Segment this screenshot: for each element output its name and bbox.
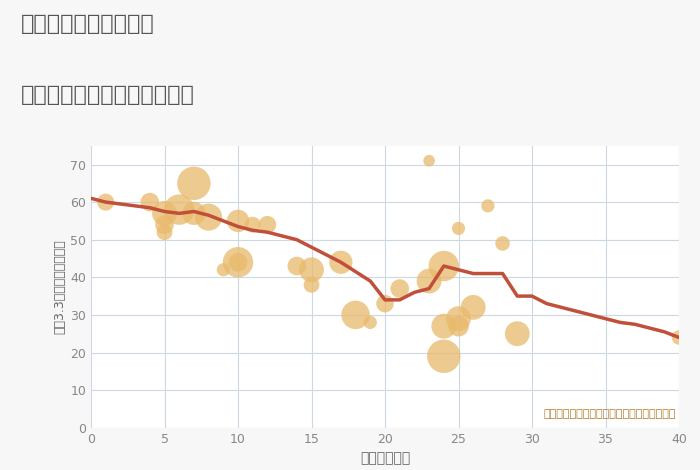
- Point: [424, 277, 435, 285]
- Point: [350, 311, 361, 319]
- Point: [262, 221, 273, 228]
- Point: [379, 300, 391, 307]
- Point: [438, 352, 449, 360]
- Point: [188, 180, 199, 187]
- Point: [203, 213, 214, 221]
- Point: [188, 210, 199, 217]
- Point: [247, 221, 258, 228]
- Point: [174, 206, 185, 213]
- Text: 愛知県常滑市西阿野の: 愛知県常滑市西阿野の: [21, 14, 155, 34]
- Point: [453, 315, 464, 322]
- Point: [335, 258, 346, 266]
- Point: [232, 258, 244, 266]
- Y-axis label: 平（3.3㎡）単価（万円）: 平（3.3㎡）単価（万円）: [53, 239, 66, 334]
- Point: [482, 202, 493, 210]
- Point: [438, 262, 449, 270]
- Point: [306, 266, 317, 274]
- Point: [468, 304, 479, 311]
- Point: [218, 266, 229, 274]
- Point: [144, 198, 155, 206]
- Point: [159, 210, 170, 217]
- Point: [365, 319, 376, 326]
- Point: [232, 258, 244, 266]
- Point: [306, 281, 317, 289]
- Point: [438, 322, 449, 330]
- Point: [424, 157, 435, 164]
- Text: 円の大きさは、取引のあった物件面積を示す: 円の大きさは、取引のあった物件面積を示す: [544, 409, 676, 419]
- Point: [232, 217, 244, 225]
- Text: 築年数別中古マンション価格: 築年数別中古マンション価格: [21, 85, 195, 105]
- Point: [159, 228, 170, 236]
- Point: [497, 240, 508, 247]
- Point: [673, 334, 685, 341]
- Point: [394, 285, 405, 292]
- Point: [512, 330, 523, 337]
- Point: [453, 225, 464, 232]
- Point: [291, 262, 302, 270]
- Point: [100, 198, 111, 206]
- X-axis label: 築年数（年）: 築年数（年）: [360, 451, 410, 465]
- Point: [159, 221, 170, 228]
- Point: [453, 322, 464, 330]
